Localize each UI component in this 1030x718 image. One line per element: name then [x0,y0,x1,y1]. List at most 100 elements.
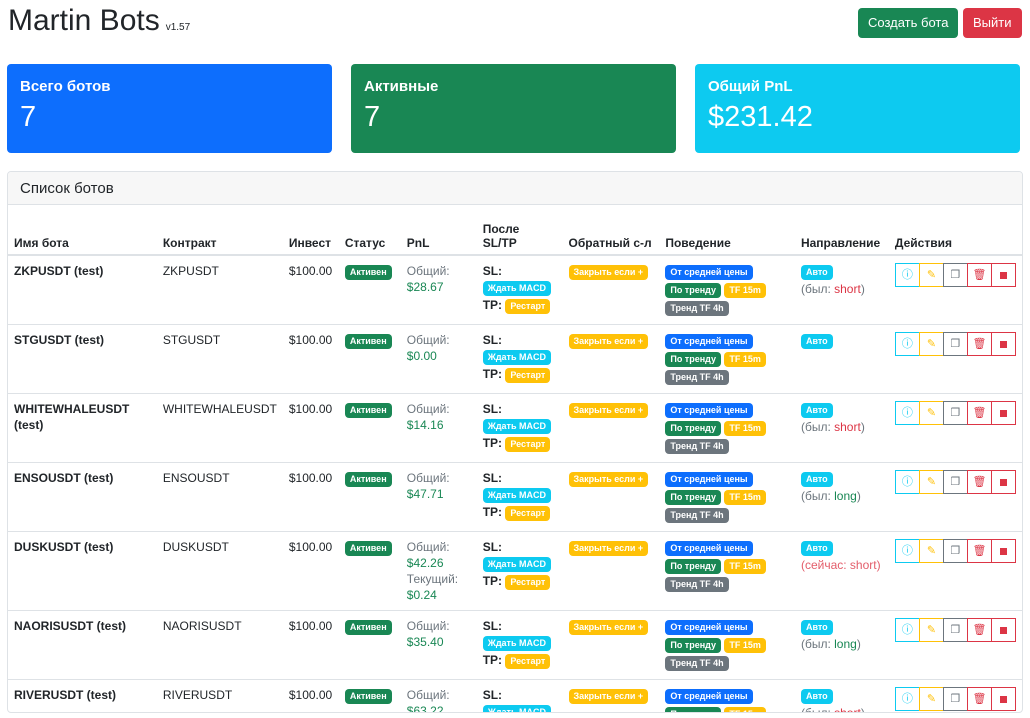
badge: Ждать MACD [482,557,551,572]
tp-label: TP: [482,367,503,381]
stop-icon [999,695,1007,703]
info-icon: ⓘ [901,624,913,636]
stop-button[interactable] [990,332,1016,356]
stop-button[interactable] [990,401,1016,425]
stop-icon [999,409,1007,417]
copy-button[interactable]: ❐ [942,401,968,425]
stop-button[interactable] [990,687,1016,711]
stat-active: Активные 7 [351,64,676,153]
copy-button[interactable]: ❐ [942,687,968,711]
direction-prefix: (сейчас: [800,558,850,572]
stats-cards: Всего ботов 7 Активные 7 Общий PnL $231.42 [7,64,1023,153]
trash-icon: 🗑 [972,338,987,350]
delete-button[interactable]: 🗑 [966,263,992,287]
contract: STGUSDT [156,324,283,394]
badge: Тренд TF 4h [665,656,729,671]
badge: Активен [344,334,392,349]
stat-total-bots: Всего ботов 7 [7,64,332,153]
edit-button[interactable]: ✎ [918,332,944,356]
sl-label: SL: [482,688,503,702]
column-header: Поведение [659,205,795,256]
edit-button[interactable]: ✎ [918,470,944,494]
copy-button[interactable]: ❐ [942,539,968,563]
edit-button[interactable]: ✎ [918,539,944,563]
bot-name: STGUSDT (test) [8,324,157,394]
info-button[interactable]: ⓘ [894,618,920,642]
copy-button[interactable]: ❐ [942,618,968,642]
pnl-total: $0.00 [406,349,437,363]
stop-button[interactable] [990,470,1016,494]
delete-button[interactable]: 🗑 [966,401,992,425]
pencil-icon: ✎ [926,407,937,419]
badge: Активен [344,472,392,487]
bot-name: ZKPUSDT (test) [8,255,157,325]
copy-button[interactable]: ❐ [942,263,968,287]
info-button[interactable]: ⓘ [894,263,920,287]
delete-button[interactable]: 🗑 [966,470,992,494]
pencil-icon: ✎ [926,338,937,350]
badge: По тренду [665,490,721,505]
stop-icon [999,626,1007,634]
delete-button[interactable]: 🗑 [966,332,992,356]
copy-icon: ❐ [950,338,961,350]
actions: ⓘ ✎ ❐ 🗑 [894,687,1016,711]
direction-prefix: (был: [800,282,835,296]
edit-button[interactable]: ✎ [918,263,944,287]
stop-button[interactable] [990,539,1016,563]
direction-value: short [849,558,877,572]
trash-icon: 🗑 [972,407,987,419]
badge: Авто [800,541,833,556]
edit-button[interactable]: ✎ [918,618,944,642]
bot-name: DUSKUSDT (test) [8,531,157,611]
badge: Рестарт [505,368,551,383]
copy-button[interactable]: ❐ [942,332,968,356]
contract: RIVERUSDT [156,679,283,712]
edit-button[interactable]: ✎ [918,401,944,425]
sl-label: SL: [482,619,503,633]
bots-table: Имя бота Контракт Инвест Статус PnL После SL/… [8,205,1022,712]
logout-button[interactable]: Выйти [963,8,1022,38]
create-bot-button[interactable]: Создать бота [858,8,959,38]
copy-icon: ❐ [950,693,961,705]
delete-button[interactable]: 🗑 [966,618,992,642]
sl-label: SL: [482,540,503,554]
bot-name: RIVERUSDT (test) [8,679,157,712]
delete-button[interactable]: 🗑 [966,687,992,711]
pnl-total: $28.67 [406,280,444,294]
info-icon: ⓘ [901,338,913,350]
badge: TF 15m [724,421,766,436]
contract: DUSKUSDT [156,531,283,611]
badge: Рестарт [505,437,551,452]
direction-prefix: (был: [800,420,835,434]
column-header: PnL [400,205,477,256]
direction-prefix: (был: [800,489,835,503]
stop-button[interactable] [990,263,1016,287]
sl-label: SL: [482,402,503,416]
badge: От средней цены [665,620,753,635]
bot-name: NAORISUSDT (test) [8,610,157,680]
pnl-total-label: Общий: [406,264,450,278]
sl-label: SL: [482,264,503,278]
edit-button[interactable]: ✎ [918,687,944,711]
pnl-total-label: Общий: [406,402,450,416]
info-button[interactable]: ⓘ [894,470,920,494]
direction-suffix: ) [876,558,881,572]
info-button[interactable]: ⓘ [894,687,920,711]
info-button[interactable]: ⓘ [894,539,920,563]
info-button[interactable]: ⓘ [894,332,920,356]
app-title: Martin Bots v1.57 [8,4,190,38]
info-button[interactable]: ⓘ [894,401,920,425]
copy-button[interactable]: ❐ [942,470,968,494]
column-header: Инвест [282,205,339,256]
tp-label: TP: [482,298,503,312]
badge: По тренду [665,283,721,298]
stop-button[interactable] [990,618,1016,642]
direction-value: short [834,282,861,296]
info-icon: ⓘ [901,269,913,281]
delete-button[interactable]: 🗑 [966,539,992,563]
trash-icon: 🗑 [972,545,987,557]
contract: ZKPUSDT [156,255,283,325]
table-row: NAORISUSDT (test) NAORISUSDT $100.00 Акт… [8,610,1022,680]
invest: $100.00 [282,679,339,712]
badge: Закрыть если + [568,689,649,704]
